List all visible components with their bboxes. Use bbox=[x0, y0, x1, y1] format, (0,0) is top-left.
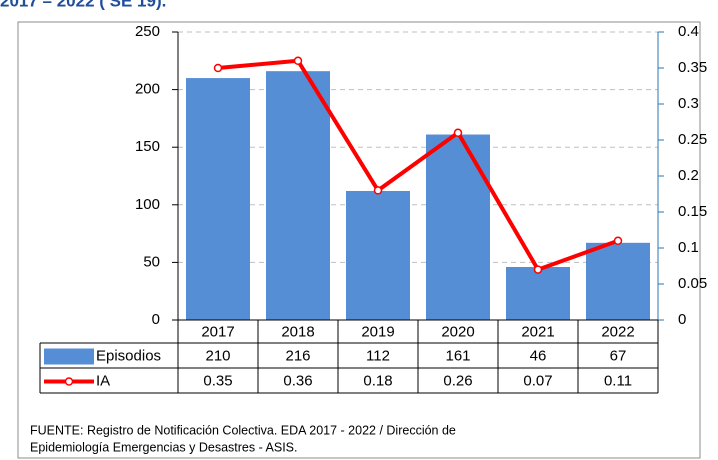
line-marker bbox=[533, 265, 543, 274]
y2-tick-label: 0.1 bbox=[678, 239, 699, 256]
chart-title: 2017 – 2022 ( SE 19). bbox=[0, 0, 166, 10]
bar bbox=[586, 242, 650, 320]
y-tick-label: 150 bbox=[135, 138, 160, 155]
table-value: 0.07 bbox=[523, 372, 552, 389]
table-value: 0.36 bbox=[283, 372, 312, 389]
table-value: 46 bbox=[530, 347, 547, 364]
bar bbox=[266, 71, 330, 320]
table-value: 161 bbox=[445, 347, 470, 364]
table-value: 112 bbox=[366, 347, 390, 364]
legend-label: Episodios bbox=[96, 347, 161, 364]
y-tick-label: 50 bbox=[143, 253, 160, 270]
y-tick-label: 200 bbox=[135, 81, 160, 98]
legend-label: IA bbox=[96, 372, 110, 389]
bar bbox=[186, 78, 250, 320]
y2-tick-label: 0.4 bbox=[678, 23, 699, 40]
x-tick-label: 2021 bbox=[521, 323, 554, 340]
source-line: Epidemiología Emergencias y Desastres - … bbox=[30, 440, 297, 454]
y-tick-label: 100 bbox=[135, 196, 160, 213]
bar bbox=[506, 267, 570, 320]
line-marker bbox=[373, 186, 383, 195]
y2-tick-label: 0.35 bbox=[678, 59, 707, 76]
table-value: 67 bbox=[610, 347, 627, 364]
table-value: 0.35 bbox=[203, 372, 232, 389]
y-tick-label: 250 bbox=[135, 23, 160, 40]
table-value: 216 bbox=[285, 347, 310, 364]
y2-tick-label: 0 bbox=[678, 311, 686, 328]
legend-swatch bbox=[64, 377, 74, 386]
x-tick-label: 2022 bbox=[601, 323, 634, 340]
line-marker bbox=[213, 63, 223, 73]
table-value: 0.18 bbox=[363, 372, 392, 389]
line-marker bbox=[453, 128, 463, 138]
y2-tick-label: 0.2 bbox=[678, 167, 699, 184]
line bbox=[217, 58, 619, 272]
y2-tick-label: 0.05 bbox=[678, 275, 707, 292]
y2-tick-label: 0.3 bbox=[678, 95, 699, 112]
y-tick-label: 0 bbox=[152, 311, 160, 328]
table-value: 0.11 bbox=[604, 372, 632, 389]
source-line: FUENTE: Registro de Notificación Colecti… bbox=[30, 423, 456, 437]
table-value: 210 bbox=[205, 347, 230, 364]
x-tick-label: 2017 bbox=[201, 323, 234, 340]
x-tick-label: 2018 bbox=[281, 323, 314, 340]
bar bbox=[426, 134, 490, 320]
line-marker bbox=[613, 236, 623, 246]
line-marker bbox=[293, 56, 303, 66]
y2-tick-label: 0.25 bbox=[678, 131, 707, 148]
chart-frame bbox=[17, 21, 701, 459]
bar bbox=[346, 190, 410, 320]
legend-swatch bbox=[44, 348, 94, 365]
table-value: 0.26 bbox=[443, 372, 472, 389]
y2-tick-label: 0.15 bbox=[678, 203, 707, 220]
x-tick-label: 2019 bbox=[361, 323, 394, 340]
x-tick-label: 2020 bbox=[441, 323, 474, 340]
